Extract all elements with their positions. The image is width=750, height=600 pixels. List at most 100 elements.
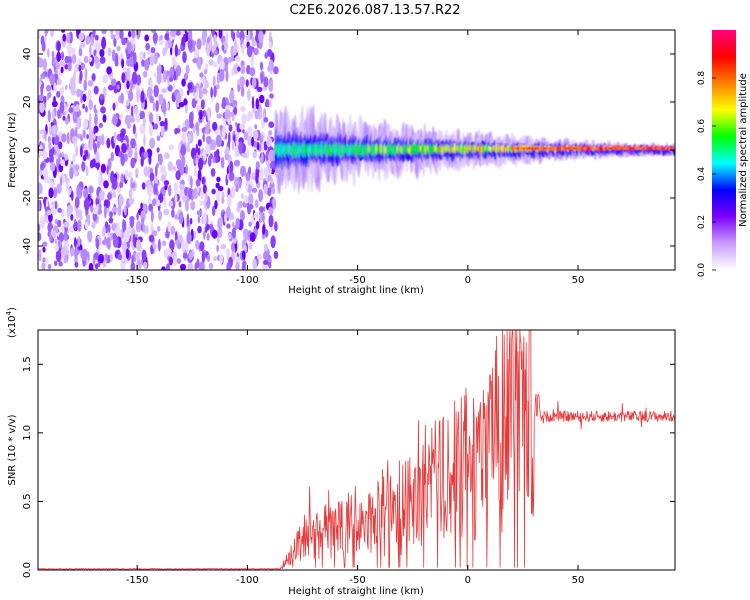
noise-blob: [143, 134, 146, 147]
signal-peak: [526, 147, 530, 150]
noise-blob: [228, 132, 231, 145]
noise-blob: [248, 166, 252, 175]
noise-blob: [260, 73, 264, 85]
noise-blob: [142, 115, 146, 129]
noise-blob: [120, 153, 125, 166]
noise-blob: [94, 252, 99, 260]
noise-blob: [183, 72, 189, 81]
noise-blob: [198, 157, 203, 171]
noise-blob: [40, 129, 46, 135]
noise-blob: [42, 167, 49, 179]
noise-blob: [251, 187, 258, 193]
signal-peak: [626, 147, 630, 150]
signal-peak: [632, 147, 636, 150]
noise-blob: [240, 165, 246, 177]
noise-blob: [146, 86, 153, 99]
noise-blob: [274, 221, 278, 232]
signal-peak: [530, 147, 534, 150]
noise-blob: [135, 239, 142, 252]
noise-blob: [219, 124, 223, 131]
noise-blob: [186, 213, 190, 227]
noise-blob: [64, 117, 69, 125]
noise-blob: [266, 134, 271, 146]
noise-blob: [269, 162, 274, 169]
colorbar-gradient: [712, 30, 736, 270]
noise-blob: [101, 30, 107, 35]
noise-blob: [62, 115, 66, 121]
noise-blob: [199, 72, 204, 78]
noise-blob: [99, 49, 105, 58]
noise-blob: [152, 243, 157, 250]
noise-blob: [58, 261, 63, 267]
noise-blob: [135, 251, 141, 261]
noise-blob: [168, 256, 173, 266]
noise-blob: [224, 153, 230, 161]
noise-blob: [202, 184, 207, 194]
noise-blob: [245, 179, 249, 192]
noise-blob: [74, 218, 77, 231]
noise-blob: [185, 164, 189, 175]
noise-blob: [84, 221, 89, 230]
noise-blob: [224, 64, 228, 73]
noise-blob: [133, 52, 137, 65]
noise-blob: [136, 74, 142, 86]
noise-blob: [149, 112, 154, 124]
signal-peak: [518, 147, 522, 150]
signal-peak: [668, 147, 672, 150]
noise-blob: [60, 159, 66, 167]
noise-blob: [255, 98, 260, 110]
noise-blob: [257, 253, 262, 261]
noise-blob: [104, 236, 107, 244]
noise-blob: [82, 130, 86, 139]
noise-blob: [245, 79, 249, 88]
noise-blob: [112, 102, 116, 111]
spectrogram-noise: [38, 30, 279, 270]
noise-blob: [172, 82, 176, 89]
spectrogram-x-ticks: -150 -100 -50 0 50: [126, 30, 584, 286]
noise-blob: [205, 146, 211, 155]
noise-blob: [98, 203, 102, 210]
noise-blob: [235, 55, 241, 62]
noise-blob: [206, 223, 210, 231]
noise-blob: [57, 219, 62, 228]
noise-blob: [239, 30, 245, 42]
signal-peak: [570, 147, 574, 150]
noise-blob: [241, 193, 244, 200]
noise-blob: [184, 199, 189, 212]
noise-blob: [121, 37, 127, 46]
noise-blob: [130, 261, 136, 270]
signal-peak: [568, 147, 572, 150]
noise-blob: [207, 109, 210, 122]
noise-blob: [158, 210, 163, 221]
noise-blob: [38, 248, 42, 262]
noise-blob: [86, 214, 91, 220]
noise-blob: [141, 59, 146, 67]
noise-blob: [157, 199, 161, 206]
noise-blob: [219, 252, 224, 265]
noise-blob: [144, 34, 150, 42]
signal-peak: [522, 147, 526, 150]
noise-blob: [135, 168, 139, 175]
noise-blob: [107, 84, 114, 91]
snr-x-axis-label: Height of straight line (km): [288, 586, 424, 597]
noise-blob: [163, 196, 167, 208]
noise-blob: [102, 86, 107, 99]
noise-blob: [250, 55, 254, 67]
noise-blob: [42, 149, 48, 160]
noise-blob: [140, 126, 145, 132]
noise-blob: [58, 240, 62, 249]
noise-blob: [47, 109, 51, 123]
noise-blob: [247, 126, 253, 137]
noise-blob: [241, 250, 246, 260]
noise-blob: [255, 220, 260, 230]
noise-blob: [112, 206, 118, 213]
noise-blob: [51, 50, 55, 58]
noise-blob: [175, 30, 182, 36]
signal-peak: [624, 147, 628, 150]
noise-blob: [61, 245, 68, 259]
x-tick-label: -100: [236, 575, 259, 586]
noise-blob: [94, 263, 99, 270]
noise-blob: [93, 207, 99, 215]
noise-blob: [268, 262, 272, 269]
colorbar-tick-label: 0.0: [697, 263, 707, 278]
